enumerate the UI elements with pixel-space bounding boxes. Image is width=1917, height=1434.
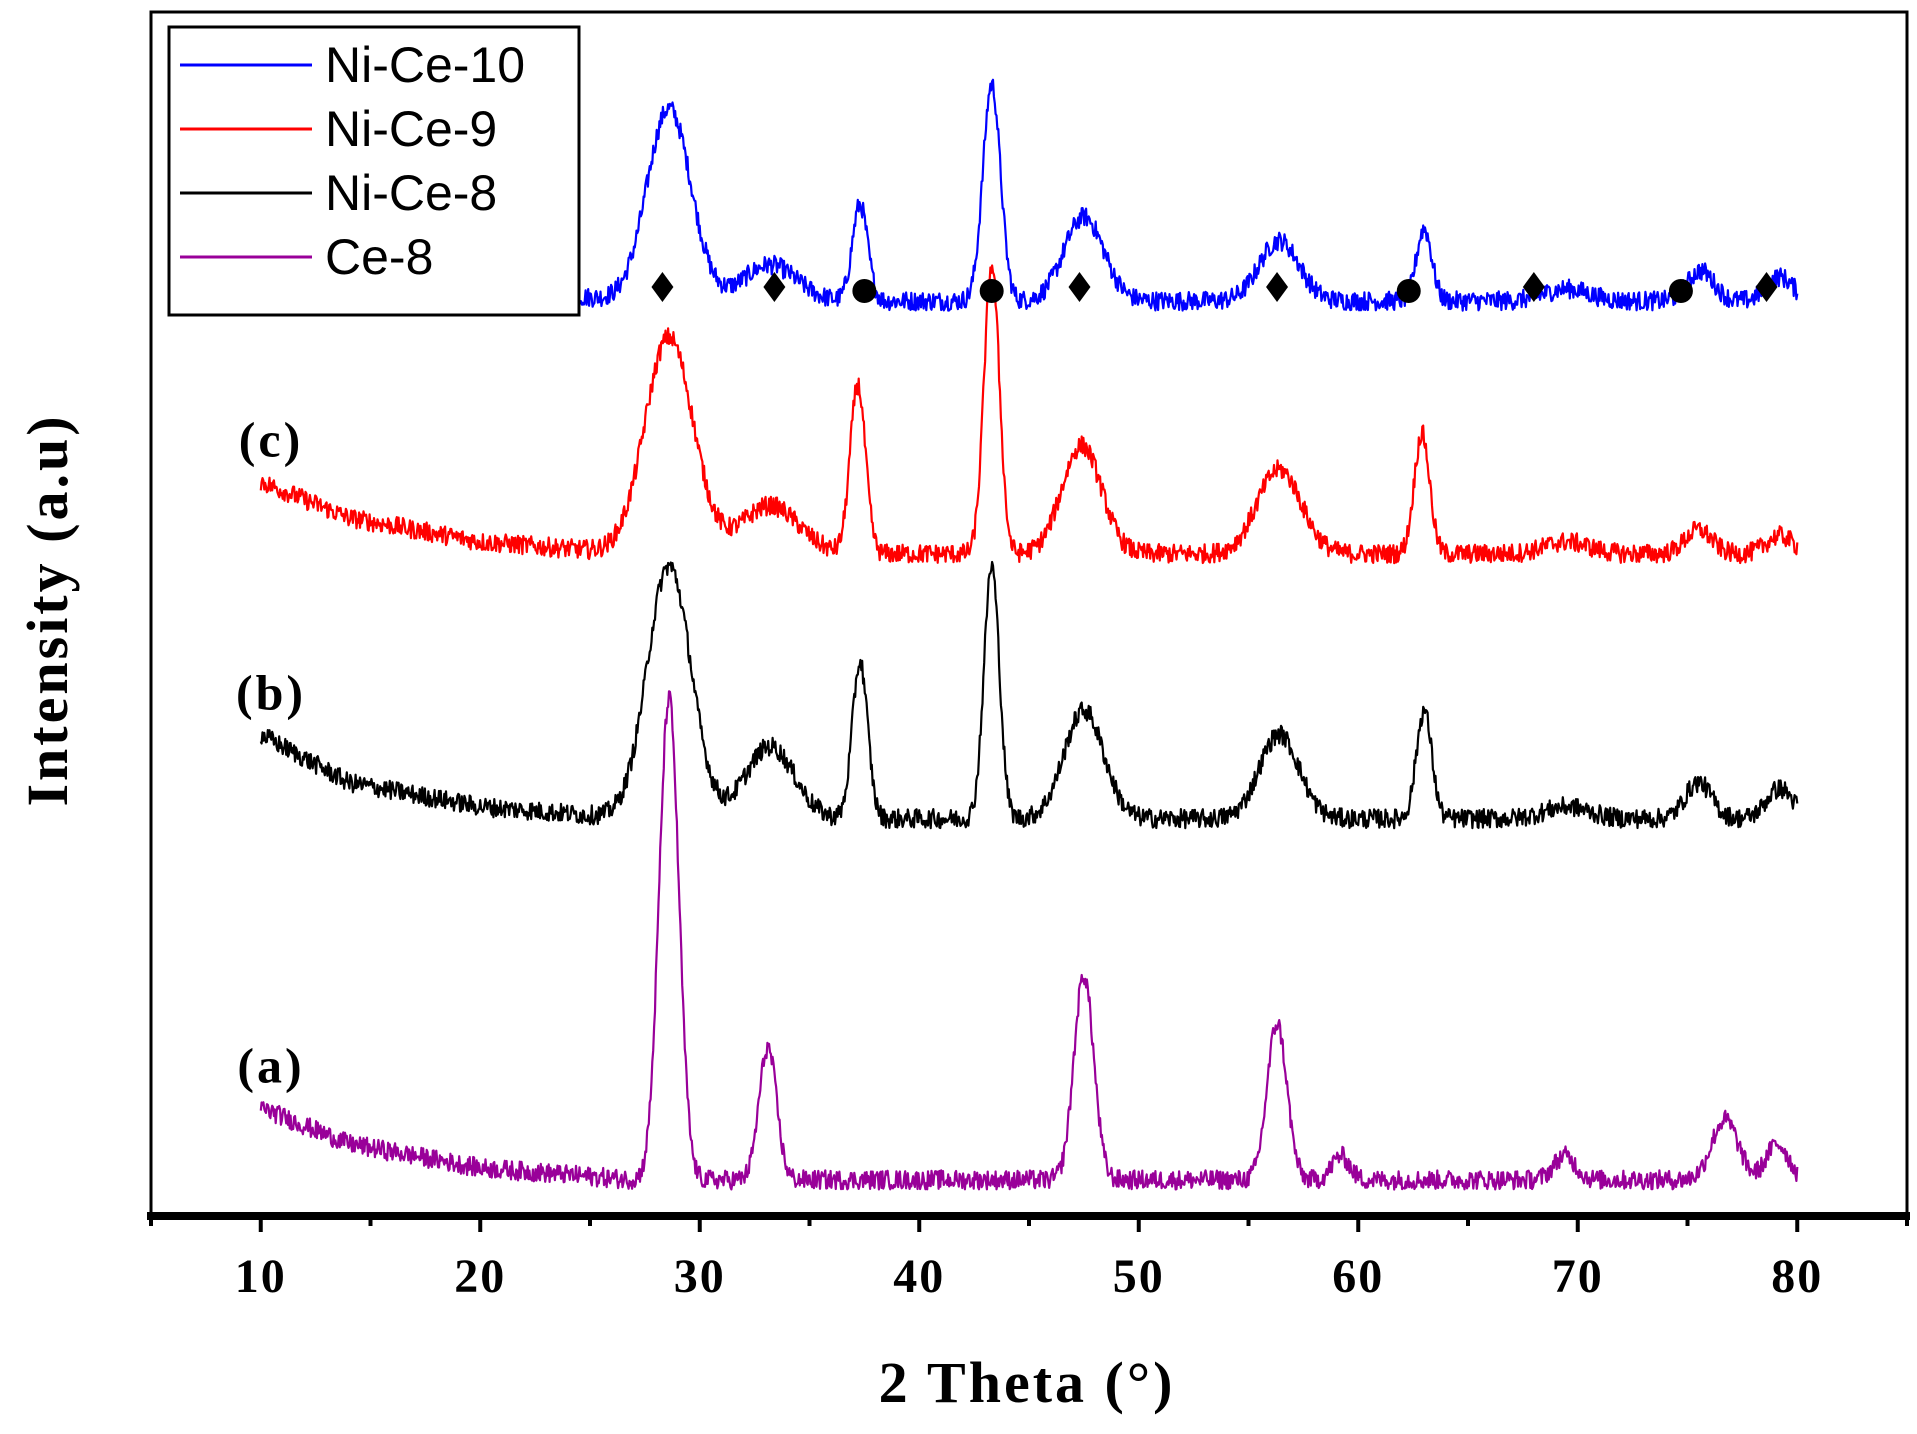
- series-line-ni-ce-8: [259, 560, 1799, 830]
- diamond-marker: [1522, 272, 1545, 302]
- series-label: (b): [236, 664, 306, 720]
- x-tick-label: 40: [893, 1250, 945, 1303]
- diamond-marker: [651, 272, 674, 302]
- legend-label: Ni-Ce-10: [325, 37, 525, 93]
- x-tick-label: 20: [454, 1250, 506, 1303]
- diamond-marker: [763, 272, 786, 302]
- phase-markers: [651, 272, 1778, 303]
- x-tick-labels: 10 20 30 40 50 60 70 80: [235, 1250, 1823, 1303]
- legend: Ni-Ce-10 Ni-Ce-9 Ni-Ce-8 Ce-8: [167, 25, 581, 317]
- circle-marker: [852, 279, 877, 303]
- x-tick-label: 50: [1113, 1250, 1165, 1303]
- legend-label: Ni-Ce-8: [325, 165, 497, 221]
- x-tick-label: 80: [1771, 1250, 1823, 1303]
- x-tick-label: 60: [1332, 1250, 1384, 1303]
- circle-marker: [1396, 279, 1421, 303]
- series-label: (a): [237, 1038, 304, 1094]
- x-axis-title: 2 Theta (°): [879, 1350, 1176, 1415]
- legend-box: [167, 25, 581, 317]
- x-ticks: [149, 1216, 1909, 1232]
- diamond-marker: [1068, 272, 1091, 302]
- diamond-marker: [1755, 272, 1778, 302]
- x-tick-label: 70: [1552, 1250, 1604, 1303]
- series-label: (c): [239, 412, 304, 468]
- series-line-ni-ce-9: [259, 264, 1799, 565]
- y-axis-title: Intensity (a.u): [15, 413, 80, 806]
- x-tick-label: 10: [235, 1250, 287, 1303]
- series-line-ce-8: [259, 690, 1799, 1191]
- circle-marker: [1668, 279, 1693, 303]
- legend-label: Ni-Ce-9: [325, 101, 497, 157]
- x-tick-label: 30: [674, 1250, 726, 1303]
- circle-marker: [979, 279, 1004, 303]
- legend-label: Ce-8: [325, 229, 433, 285]
- diamond-marker: [1266, 272, 1289, 302]
